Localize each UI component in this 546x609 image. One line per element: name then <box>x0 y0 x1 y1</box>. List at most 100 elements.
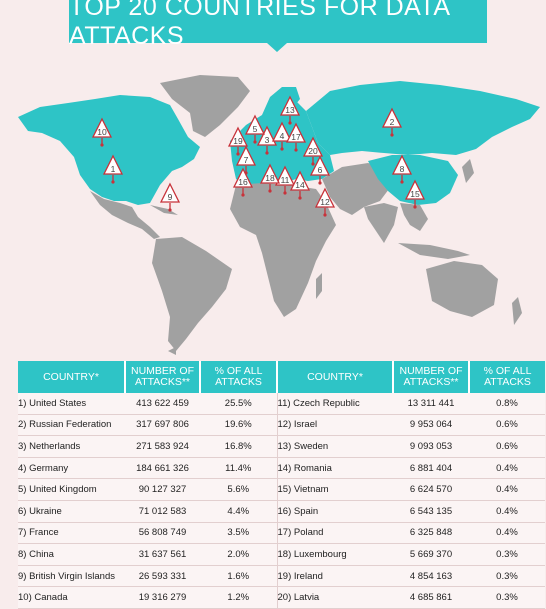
north-america-highlighted <box>18 95 200 205</box>
marker-triangle <box>404 179 426 200</box>
country-cell: 3) Netherlands <box>18 435 125 458</box>
attacks-cell: 31 637 561 <box>125 543 200 566</box>
percent-cell: 1.2% <box>200 586 278 609</box>
table-row: 2) Russian Federation 317 697 806 19.6% 12)… <box>18 414 545 437</box>
country-cell: 6) Ukraine <box>18 500 125 523</box>
india <box>364 203 398 243</box>
japan <box>462 159 474 183</box>
map-marker: 6 <box>309 155 331 185</box>
marker-dot <box>253 140 257 144</box>
country-cell: 13) Sweden <box>277 435 393 458</box>
map-marker: 20 <box>302 136 324 166</box>
marker-dot <box>280 147 284 151</box>
country-cell: 14) Romania <box>277 457 393 480</box>
attacks-cell: 317 697 806 <box>125 414 200 437</box>
country-cell: 12) Israel <box>277 414 393 437</box>
percent-cell: 11.4% <box>200 457 278 480</box>
header-attacks-left: NUMBER OF ATTACKS** <box>125 361 201 393</box>
marker-triangle <box>227 126 249 147</box>
marker-triangle <box>274 165 296 186</box>
percent-cell: 0.3% <box>469 586 545 609</box>
marker-triangle <box>289 170 311 191</box>
china-highlighted <box>368 155 458 205</box>
attacks-cell: 9 093 053 <box>393 435 469 458</box>
country-cell: 2) Russian Federation <box>18 414 125 437</box>
marker-triangle <box>302 136 324 157</box>
marker-label: 12 <box>320 197 330 207</box>
marker-label: 19 <box>233 136 243 146</box>
marker-dot <box>311 162 315 166</box>
country-cell: 8) China <box>18 543 125 566</box>
marker-triangle <box>159 182 181 203</box>
attacks-cell: 13 311 441 <box>393 393 469 415</box>
marker-triangle <box>244 114 266 135</box>
marker-triangle <box>259 163 281 184</box>
marker-label: 6 <box>318 165 323 175</box>
country-cell: 15) Vietnam <box>277 478 393 501</box>
percent-cell: 1.6% <box>200 565 278 588</box>
country-cell: 7) France <box>18 522 125 545</box>
marker-label: 20 <box>308 146 318 156</box>
table-row: 4) Germany 184 661 326 11.4% 14) Romania 6 8… <box>18 457 545 480</box>
map-marker: 3 <box>256 125 278 155</box>
marker-label: 10 <box>97 127 107 137</box>
marker-triangle <box>381 107 403 128</box>
percent-cell: 0.3% <box>469 543 545 566</box>
middle-east-central-asia <box>322 163 392 215</box>
marker-label: 1 <box>111 164 116 174</box>
percent-cell: 4.4% <box>200 500 278 523</box>
attacks-cell: 271 583 924 <box>125 435 200 458</box>
marker-dot <box>236 152 240 156</box>
marker-label: 11 <box>281 175 290 185</box>
attacks-cell: 184 661 326 <box>125 457 200 480</box>
map-marker: 14 <box>289 170 311 200</box>
map-marker: 10 <box>91 117 113 147</box>
map-marker: 8 <box>391 154 413 184</box>
attacks-cell: 6 881 404 <box>393 457 469 480</box>
marker-label: 14 <box>295 180 305 190</box>
percent-cell: 2.0% <box>200 543 278 566</box>
marker-dot <box>413 205 417 209</box>
marker-label: 8 <box>400 164 405 174</box>
marker-label: 5 <box>253 124 258 134</box>
attacks-cell: 26 593 331 <box>125 565 200 588</box>
new-zealand <box>512 297 522 325</box>
country-cell: 1) United States <box>18 393 125 415</box>
percent-cell: 19.6% <box>200 414 278 437</box>
map-marker: 2 <box>381 107 403 137</box>
marker-label: 3 <box>265 135 270 145</box>
table-row: 3) Netherlands 271 583 924 16.8% 13) Sweden… <box>18 435 545 458</box>
percent-cell: 5.6% <box>200 478 278 501</box>
southern-tip <box>168 347 176 355</box>
attacks-cell: 6 325 848 <box>393 522 469 545</box>
marker-label: 17 <box>291 132 301 142</box>
map-marker: 18 <box>259 163 281 193</box>
attacks-cell: 9 953 064 <box>393 414 469 437</box>
attacks-cell: 5 669 370 <box>393 543 469 566</box>
marker-dot <box>318 181 322 185</box>
caribbean <box>150 205 178 215</box>
marker-dot <box>168 208 172 212</box>
country-cell: 18) Luxembourg <box>277 543 393 566</box>
table-row: 10) Canada 19 316 279 1.2% 20) Latvia 4 685 … <box>18 586 545 609</box>
map-marker: 5 <box>244 114 266 144</box>
marker-triangle <box>235 145 257 166</box>
marker-dot <box>294 148 298 152</box>
scandinavia <box>262 87 300 125</box>
map-marker: 1 <box>102 154 124 184</box>
marker-label: 16 <box>238 177 248 187</box>
marker-triangle <box>285 122 307 143</box>
map-marker: 15 <box>404 179 426 209</box>
percent-cell: 0.3% <box>469 565 545 588</box>
attacks-cell: 4 854 163 <box>393 565 469 588</box>
attacks-cell: 56 808 749 <box>125 522 200 545</box>
marker-label: 18 <box>265 173 275 183</box>
attacks-cell: 6 543 135 <box>393 500 469 523</box>
map-marker: 13 <box>279 95 301 125</box>
table-header-row: COUNTRY* NUMBER OF ATTACKS** % OF ALL AT… <box>18 361 545 393</box>
marker-dot <box>100 143 104 147</box>
percent-cell: 3.5% <box>200 522 278 545</box>
country-cell: 5) United Kingdom <box>18 478 125 501</box>
map-marker: 17 <box>285 122 307 152</box>
